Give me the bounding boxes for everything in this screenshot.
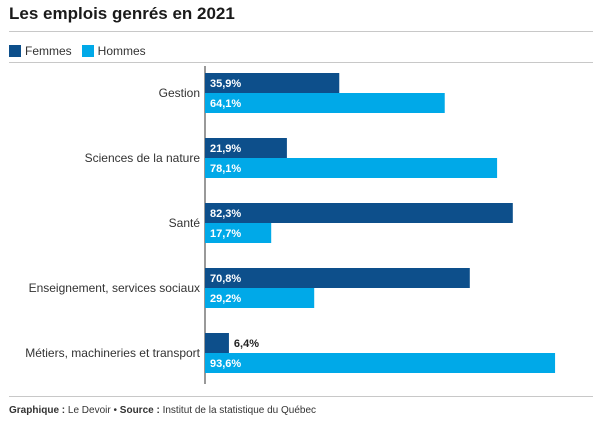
category-label: Sciences de la nature bbox=[85, 151, 201, 165]
data-label: 82,3% bbox=[210, 208, 241, 220]
legend-item-femmes: Femmes bbox=[9, 44, 72, 58]
legend: Femmes Hommes bbox=[9, 44, 156, 58]
bar-femmes bbox=[205, 73, 340, 93]
footer-source-label: Source : bbox=[119, 405, 160, 416]
category-label: Gestion bbox=[159, 86, 200, 100]
data-label: 70,8% bbox=[210, 273, 241, 285]
legend-label-hommes: Hommes bbox=[97, 44, 146, 58]
legend-item-hommes: Hommes bbox=[81, 44, 146, 58]
chart-title: Les emplois genrés en 2021 bbox=[9, 4, 235, 23]
data-label: 78,1% bbox=[210, 163, 241, 175]
data-label: 93,6% bbox=[210, 358, 241, 370]
data-label: 17,7% bbox=[210, 228, 241, 240]
legend-swatch-femmes bbox=[9, 45, 21, 57]
bar-femmes bbox=[205, 268, 470, 288]
footer-separator: • bbox=[113, 405, 118, 416]
bar-hommes bbox=[205, 93, 445, 113]
footer-graph-value: Le Devoir bbox=[67, 405, 111, 416]
bar-hommes bbox=[205, 223, 272, 243]
bar-femmes bbox=[205, 203, 513, 223]
bar-hommes bbox=[205, 288, 315, 308]
footer: Graphique : Le Devoir • Source : Institu… bbox=[9, 405, 316, 416]
bar-hommes bbox=[205, 353, 556, 373]
legend-divider bbox=[9, 62, 593, 63]
legend-swatch-hommes bbox=[81, 45, 94, 57]
title-divider bbox=[9, 31, 593, 32]
legend-label-femmes: Femmes bbox=[25, 44, 72, 58]
data-label: 21,9% bbox=[210, 143, 241, 155]
footer-graph-label: Graphique : bbox=[9, 405, 66, 416]
footer-source-value: Institut de la statistique du Québec bbox=[162, 405, 317, 416]
bar-hommes bbox=[205, 158, 498, 178]
data-label: 29,2% bbox=[210, 293, 241, 305]
data-label: 6,4% bbox=[234, 338, 259, 350]
data-label: 64,1% bbox=[210, 98, 241, 110]
category-label: Enseignement, services sociaux bbox=[29, 281, 200, 295]
category-label: Métiers, machineries et transport bbox=[25, 346, 200, 360]
category-label: Santé bbox=[169, 216, 201, 230]
footer-divider bbox=[9, 396, 593, 397]
bar-femmes bbox=[205, 333, 229, 353]
data-label: 35,9% bbox=[210, 78, 241, 90]
bar-femmes bbox=[205, 138, 287, 158]
